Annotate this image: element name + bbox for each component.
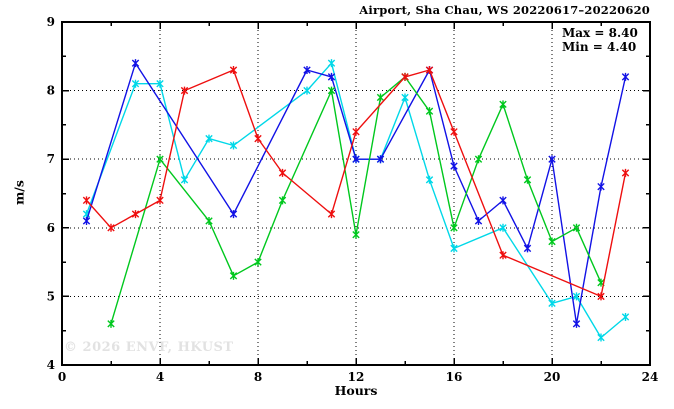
data-point-marker-red-day [278,168,287,177]
data-point-marker-blue-day [548,155,556,164]
data-point-marker-cyan-day [401,93,409,102]
data-point-marker-red-day [499,251,507,260]
data-point-marker-red-day [597,292,605,301]
data-point-marker-cyan-day [597,333,605,342]
data-point-marker-green-day [572,223,581,232]
data-point-marker-red-day [156,196,164,205]
data-point-marker-cyan-day [156,79,164,88]
data-point-marker-green-day [107,319,115,328]
max-value-label: Max = 8.40 [562,26,638,40]
data-point-marker-green-day [229,271,238,280]
data-point-marker-blue-day [303,66,311,75]
x-tick-label: 8 [254,370,262,384]
plot-frame [61,21,651,366]
data-point-marker-green-day [450,223,458,232]
data-point-marker-cyan-day [548,299,556,308]
series-line-cyan-day [85,62,626,339]
data-point-marker-blue-day [450,162,458,171]
y-tick-label: 6 [47,221,55,235]
data-point-marker-red-day [131,210,140,219]
data-point-marker-blue-day [352,155,360,164]
data-point-marker-red-day [107,223,115,232]
data-point-marker-cyan-day [303,86,311,95]
chart-title: Airport, Sha Chau, WS 20220617–20220620 [359,3,650,17]
y-tick-label: 8 [47,84,55,98]
x-tick-label: 0 [58,370,66,384]
data-point-marker-red-day [82,196,91,205]
data-point-marker-blue-day [474,216,483,225]
series-line-green-day [110,76,602,324]
max-min-annotation: Max = 8.40 Min = 4.40 [562,26,638,54]
data-point-marker-cyan-day [131,79,140,88]
data-point-marker-red-day [327,210,336,219]
data-point-marker-blue-day [572,319,581,328]
data-point-marker-blue-day [229,210,238,219]
data-point-marker-blue-day [82,216,91,225]
min-value-label: Min = 4.40 [562,40,637,54]
data-point-marker-green-day [156,155,164,164]
data-point-marker-cyan-day [450,244,458,253]
y-tick-label: 4 [47,358,55,372]
data-point-marker-red-day [450,127,458,136]
x-tick-label: 12 [348,370,365,384]
data-point-marker-green-day [499,100,507,109]
data-point-marker-blue-day [597,182,605,191]
data-point-marker-green-day [474,155,483,164]
data-point-marker-red-day [254,134,262,143]
data-point-marker-red-day [401,72,409,81]
data-point-marker-red-day [621,168,630,177]
data-point-marker-cyan-day [205,134,213,143]
data-point-marker-blue-day [376,155,385,164]
data-point-marker-green-day [278,196,287,205]
x-tick-label: 4 [156,370,164,384]
x-tick-label: 20 [544,370,561,384]
data-point-marker-red-day [229,66,238,75]
data-point-marker-green-day [327,86,336,95]
y-tick-label: 5 [47,289,55,303]
watermark-text: © 2026 ENVF, HKUST [64,340,234,355]
data-point-marker-green-day [254,258,262,267]
data-point-marker-green-day [376,93,385,102]
data-point-marker-cyan-day [327,59,336,68]
data-point-marker-green-day [523,175,532,184]
data-point-marker-cyan-day [425,175,434,184]
data-point-marker-cyan-day [572,292,581,301]
x-tick-label: 24 [642,370,659,384]
data-point-marker-cyan-day [180,175,189,184]
series-line-blue-day [85,62,627,325]
data-point-marker-green-day [425,107,434,116]
data-point-marker-cyan-day [621,312,630,321]
data-point-marker-blue-day [621,72,630,81]
data-point-marker-green-day [205,216,213,225]
y-axis-label: m/s [11,180,27,205]
data-point-marker-blue-day [523,244,532,253]
data-point-marker-cyan-day [229,141,238,150]
data-point-marker-blue-day [499,196,507,205]
data-point-marker-red-day [180,86,189,95]
x-axis-label: Hours [334,383,378,398]
data-point-marker-cyan-day [499,223,507,232]
y-tick-label: 9 [47,15,55,29]
y-tick-label: 7 [47,152,55,166]
data-point-marker-red-day [425,66,434,75]
x-tick-label: 16 [446,370,463,384]
data-point-marker-blue-day [327,72,336,81]
data-point-marker-green-day [352,230,360,239]
data-point-marker-blue-day [131,59,140,68]
series-line-red-day [85,69,627,298]
data-point-marker-red-day [352,127,360,136]
data-point-marker-green-day [548,237,556,246]
